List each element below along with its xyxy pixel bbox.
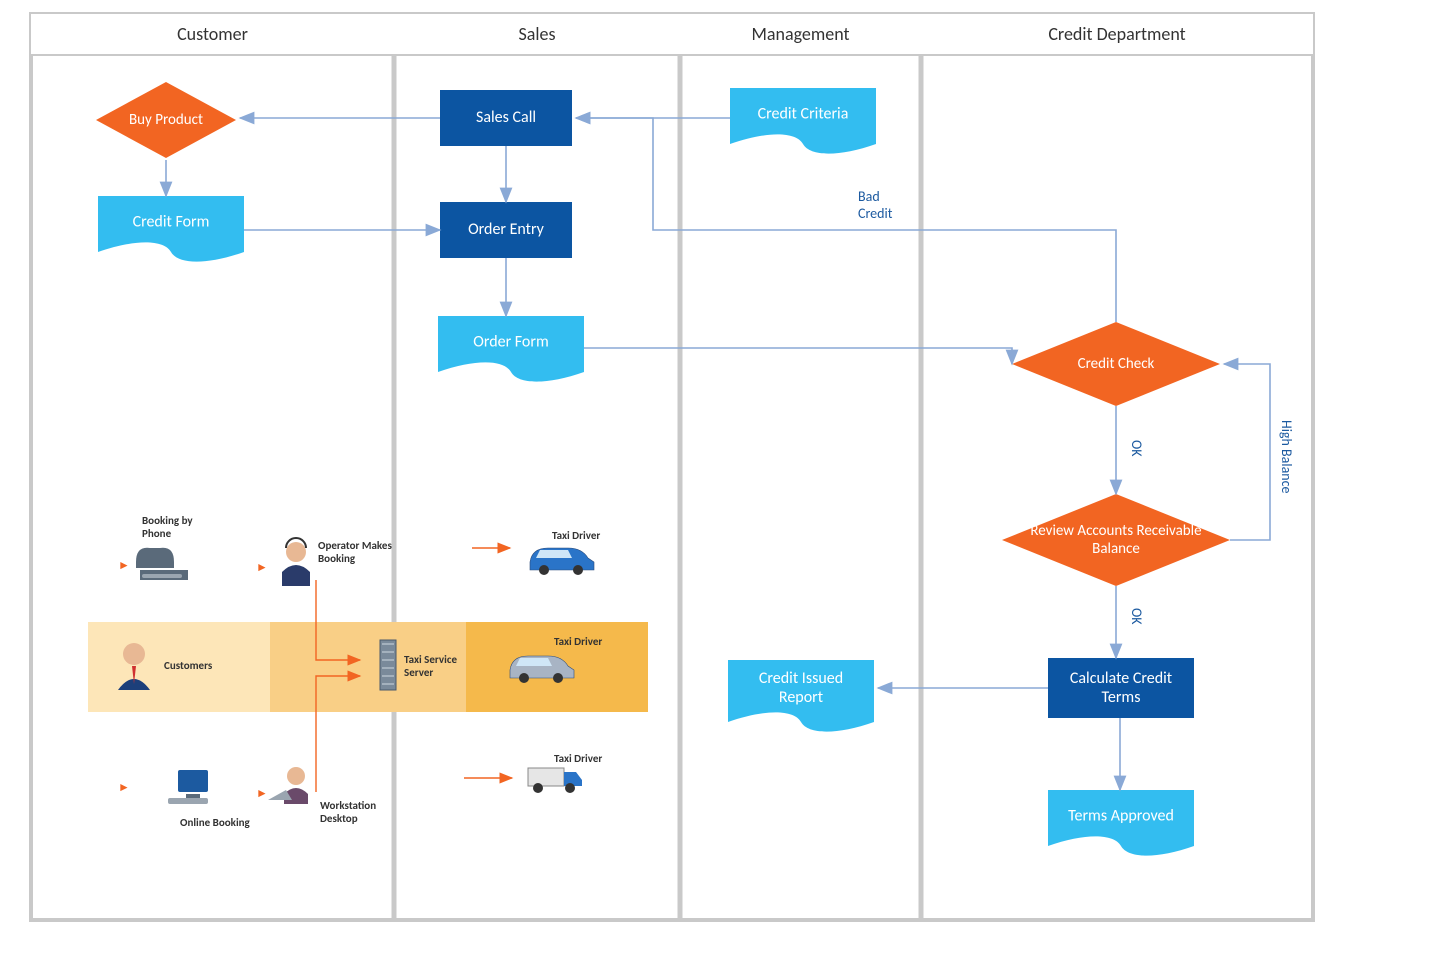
taxi-taxi_service_server: Taxi Service Server bbox=[404, 654, 484, 679]
edge-label-review-ok: OK bbox=[1128, 608, 1145, 625]
mini-arrow-icon: ► bbox=[256, 560, 268, 575]
node-credit_criteria: Credit Criteria bbox=[730, 88, 876, 152]
node-label: Review Accounts Receivable Balance bbox=[1013, 522, 1218, 558]
lane-header-customer: Customer bbox=[31, 14, 394, 54]
edge-label-badcredit: BadCredit bbox=[858, 188, 892, 222]
mini-arrow-icon: ► bbox=[118, 780, 130, 795]
node-label: Terms Approved bbox=[1055, 806, 1186, 825]
node-credit_check: Credit Check bbox=[1012, 322, 1220, 406]
node-label: Credit Criteria bbox=[737, 104, 868, 123]
node-review_ar: Review Accounts Receivable Balance bbox=[1002, 494, 1230, 586]
node-label: Credit Form bbox=[105, 212, 236, 231]
mini-arrow-icon: ► bbox=[118, 558, 130, 573]
taxi-workstation_desktop: Workstation Desktop bbox=[320, 800, 400, 825]
node-label: Order Form bbox=[445, 332, 576, 351]
mini-arrow-icon: ► bbox=[256, 786, 268, 801]
taxi-operator_makes_booking: Operator Makes Booking bbox=[318, 540, 398, 565]
taxi-online_booking: Online Booking bbox=[180, 817, 250, 830]
lane-header-credit: Credit Department bbox=[921, 14, 1313, 54]
node-order_entry: Order Entry bbox=[440, 202, 572, 258]
edge-label-creditcheck-ok: OK bbox=[1128, 440, 1145, 457]
node-credit_form: Credit Form bbox=[98, 196, 244, 260]
lane-header-sales: Sales bbox=[394, 14, 680, 54]
taxi-customers: Customers bbox=[164, 660, 212, 673]
swimlane-diagram: CustomerSalesManagementCredit Department… bbox=[0, 0, 1437, 977]
taxi-taxi_driver_3: Taxi Driver bbox=[554, 753, 602, 766]
taxi-taxi_driver_1: Taxi Driver bbox=[552, 530, 600, 543]
node-calc_terms: Calculate Credit Terms bbox=[1048, 658, 1194, 718]
node-terms_approved: Terms Approved bbox=[1048, 790, 1194, 854]
edge-label-high-balance: High Balance bbox=[1278, 420, 1295, 494]
node-buy_product: Buy Product bbox=[96, 82, 236, 158]
node-order_form: Order Form bbox=[438, 316, 584, 380]
node-label: Buy Product bbox=[103, 111, 229, 129]
lane-header-management: Management bbox=[680, 14, 921, 54]
node-sales_call: Sales Call bbox=[440, 90, 572, 146]
node-label: Credit Issued Report bbox=[735, 669, 866, 707]
node-credit_issued: Credit Issued Report bbox=[728, 660, 874, 730]
node-label: Credit Check bbox=[1022, 355, 1209, 373]
taxi-booking_by_phone: Booking by Phone bbox=[142, 515, 222, 540]
taxi-taxi_driver_2: Taxi Driver bbox=[554, 636, 602, 649]
